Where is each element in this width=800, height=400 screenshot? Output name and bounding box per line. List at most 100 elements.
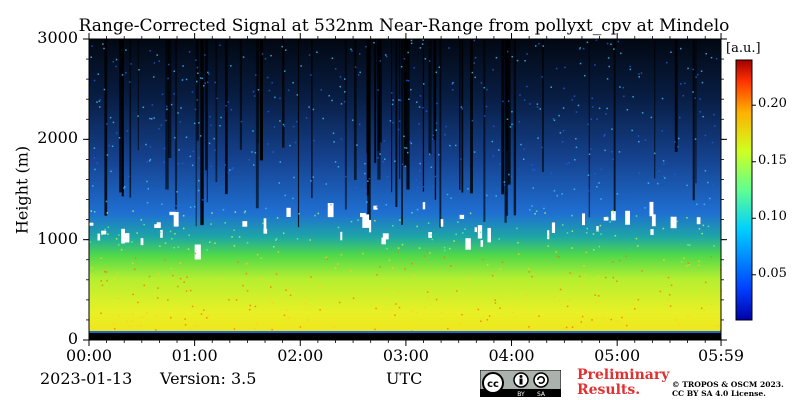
noise-pixel bbox=[391, 103, 394, 106]
noise-pixel bbox=[244, 210, 247, 213]
noise-pixel bbox=[137, 115, 139, 117]
noise-pixel bbox=[210, 223, 212, 225]
cloud-shadow-streak bbox=[224, 39, 228, 195]
noise-pixel bbox=[225, 105, 227, 107]
noise-pixel bbox=[443, 246, 446, 249]
noise-pixel bbox=[173, 246, 175, 249]
x-tick-label: 05:00 bbox=[594, 346, 641, 365]
cloud-top-mark bbox=[487, 227, 491, 243]
noise-pixel bbox=[254, 151, 257, 154]
noise-pixel bbox=[598, 275, 600, 277]
noise-pixel bbox=[696, 203, 698, 206]
noise-pixel bbox=[512, 311, 514, 314]
noise-pixel bbox=[600, 168, 603, 171]
noise-pixel bbox=[210, 165, 212, 168]
noise-pixel bbox=[705, 53, 707, 55]
noise-pixel bbox=[155, 329, 157, 331]
noise-pixel bbox=[325, 183, 327, 185]
noise-pixel bbox=[365, 189, 367, 192]
noise-pixel bbox=[410, 88, 412, 91]
noise-pixel bbox=[204, 82, 206, 84]
noise-pixel bbox=[231, 236, 233, 238]
noise-pixel bbox=[701, 232, 704, 235]
noise-pixel bbox=[492, 68, 494, 71]
noise-pixel bbox=[227, 101, 230, 103]
noise-pixel bbox=[550, 86, 552, 88]
noise-pixel bbox=[188, 51, 191, 53]
noise-pixel bbox=[450, 197, 452, 199]
cloud-streaks bbox=[89, 39, 701, 260]
noise-pixel bbox=[634, 308, 636, 310]
noise-pixel bbox=[249, 304, 252, 307]
noise-pixel bbox=[528, 271, 530, 273]
noise-pixel bbox=[485, 193, 487, 195]
noise-pixel bbox=[614, 234, 617, 237]
noise-pixel bbox=[100, 257, 103, 260]
cloud-top-mark bbox=[373, 205, 378, 210]
noise-pixel bbox=[586, 41, 589, 44]
cloud-top-mark bbox=[194, 244, 201, 260]
plot-frame bbox=[88, 38, 722, 341]
x-ticks bbox=[88, 33, 722, 346]
noise-pixel bbox=[153, 62, 156, 64]
noise-pixel bbox=[209, 115, 211, 118]
noise-pixel bbox=[407, 51, 409, 54]
noise-pixel bbox=[612, 276, 615, 279]
noise-pixel bbox=[182, 65, 184, 67]
noise-pixel bbox=[377, 89, 379, 91]
preliminary-notice: Preliminary Results. bbox=[577, 368, 669, 398]
noise-pixel bbox=[278, 182, 281, 184]
noise-pixel bbox=[469, 212, 472, 215]
noise-pixel bbox=[110, 170, 112, 173]
noise-pixel bbox=[168, 63, 170, 66]
noise-pixel bbox=[328, 94, 330, 97]
noise-pixel bbox=[473, 62, 475, 64]
noise-pixel bbox=[149, 117, 151, 120]
noise-pixel bbox=[611, 128, 613, 130]
noise-pixel bbox=[376, 206, 379, 208]
noise-pixel bbox=[647, 182, 650, 184]
noise-pixel bbox=[204, 54, 206, 56]
noise-pixel bbox=[132, 313, 134, 315]
noise-pixel bbox=[572, 193, 574, 196]
noise-pixel bbox=[166, 108, 168, 111]
noise-pixel bbox=[112, 323, 115, 326]
noise-pixel bbox=[397, 128, 400, 131]
y-tick-label: 1000 bbox=[37, 228, 78, 248]
noise-pixel bbox=[276, 217, 279, 219]
noise-pixel bbox=[157, 287, 159, 289]
noise-pixel bbox=[507, 100, 510, 102]
noise-pixel bbox=[596, 317, 598, 319]
noise-pixel bbox=[488, 315, 491, 317]
noise-pixel bbox=[165, 105, 168, 108]
noise-pixel bbox=[392, 122, 394, 124]
noise-pixel bbox=[391, 309, 393, 312]
cloud-shadow-streak bbox=[344, 39, 347, 210]
cloud-top-mark bbox=[263, 218, 267, 230]
noise-pixel bbox=[410, 39, 413, 42]
noise-pixel bbox=[535, 201, 537, 204]
noise-pixel bbox=[293, 176, 295, 179]
noise-pixel bbox=[562, 107, 565, 109]
cloud-top-mark bbox=[596, 226, 599, 232]
noise-pixel bbox=[529, 103, 531, 105]
noise-pixel bbox=[199, 77, 202, 79]
noise-pixel bbox=[109, 116, 112, 119]
noise-pixel bbox=[682, 94, 685, 97]
noise-pixel bbox=[510, 175, 513, 178]
noise-pixel bbox=[573, 188, 576, 191]
noise-pixel bbox=[310, 276, 312, 278]
cloud-shadow-streak bbox=[239, 39, 243, 150]
noise-pixel bbox=[703, 309, 706, 312]
colorbar-ticks bbox=[752, 104, 756, 276]
noise-pixel bbox=[592, 248, 595, 251]
noise-pixel bbox=[262, 222, 264, 225]
noise-pixel bbox=[418, 123, 420, 125]
noise-pixel bbox=[637, 245, 639, 247]
noise-pixel bbox=[185, 78, 188, 81]
colorbar bbox=[735, 59, 753, 321]
noise-pixel bbox=[332, 132, 335, 135]
noise-pixel bbox=[669, 294, 671, 296]
noise-pixel bbox=[233, 229, 235, 231]
noise-pixel bbox=[539, 108, 541, 110]
